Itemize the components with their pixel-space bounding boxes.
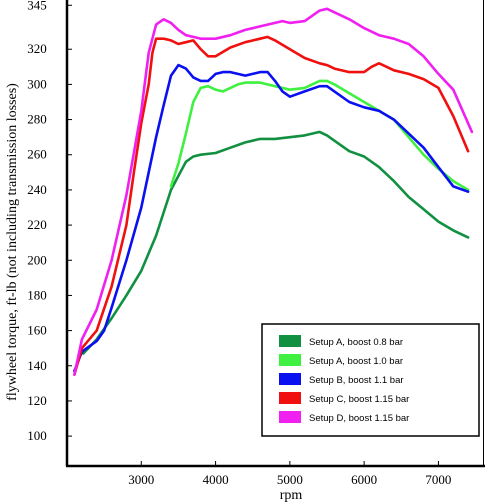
- y-tick-label: 240: [27, 182, 47, 197]
- legend-label: Setup B, boost 1.1 bar: [309, 375, 404, 386]
- series-line-5: [73, 7, 474, 376]
- x-tick-label: 7000: [425, 472, 451, 487]
- legend-swatch: [279, 392, 301, 404]
- legend: Setup A, boost 0.8 bar Setup A, boost 1.0…: [261, 323, 480, 437]
- x-tick-label: 4000: [203, 472, 229, 487]
- x-tick-group: 3000 4000 5000 6000 7000: [128, 461, 451, 487]
- y-tick-group: 100 120 140 160 180 200 220 240 260 280 300 320 345: [27, 0, 72, 443]
- legend-swatch: [279, 354, 301, 366]
- y-tick-label: 200: [27, 252, 47, 267]
- y-tick-label: 100: [27, 428, 47, 443]
- y-axis-title: flywheel torque, ft-lb (not including tr…: [5, 83, 20, 401]
- series-line-2: [169, 79, 470, 192]
- y-tick-label: 320: [27, 41, 47, 56]
- series-layer: [73, 7, 474, 376]
- x-tick-label: 6000: [351, 472, 377, 487]
- y-tick-label: 300: [27, 76, 47, 91]
- series-line-1: [82, 130, 470, 355]
- y-tick-label: 220: [27, 217, 47, 232]
- legend-label: Setup C, boost 1.15 bar: [309, 394, 409, 405]
- x-tick-label: 3000: [128, 472, 154, 487]
- chart-axes: [65, 0, 485, 468]
- legend-label: Setup A, boost 1.0 bar: [309, 356, 403, 367]
- y-tick-label: 180: [27, 287, 47, 302]
- legend-swatch: [279, 335, 301, 347]
- y-tick-label: 260: [27, 147, 47, 162]
- x-tick-label: 5000: [277, 472, 303, 487]
- y-tick-label: 345: [27, 0, 47, 12]
- series-line-4: [73, 35, 470, 376]
- legend-swatch: [279, 411, 301, 423]
- y-tick-label: 120: [27, 393, 47, 408]
- y-tick-label: 160: [27, 323, 47, 338]
- legend-label: Setup D, boost 1.15 bar: [309, 413, 409, 424]
- legend-label: Setup A, boost 0.8 bar: [309, 337, 403, 348]
- y-tick-label: 140: [27, 358, 47, 373]
- y-tick-label: 280: [27, 112, 47, 127]
- legend-swatch: [279, 373, 301, 385]
- x-axis-title: rpm: [280, 488, 303, 502]
- series-line-3: [73, 63, 470, 373]
